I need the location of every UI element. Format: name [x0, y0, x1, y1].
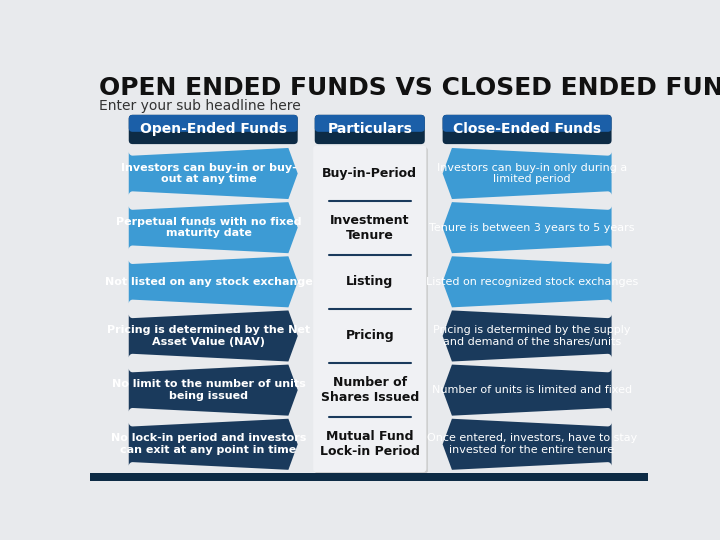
Text: Investment
Tenure: Investment Tenure: [330, 214, 410, 242]
Text: OPEN ENDED FUNDS VS CLOSED ENDED FUNDS: OPEN ENDED FUNDS VS CLOSED ENDED FUNDS: [99, 76, 720, 99]
Polygon shape: [443, 148, 611, 199]
FancyBboxPatch shape: [315, 147, 428, 474]
Text: Mutual Fund
Lock-in Period: Mutual Fund Lock-in Period: [320, 430, 420, 458]
Text: Tenure is between 3 years to 5 years: Tenure is between 3 years to 5 years: [429, 222, 634, 233]
Polygon shape: [129, 202, 297, 253]
Text: Open-Ended Funds: Open-Ended Funds: [140, 123, 287, 137]
FancyBboxPatch shape: [315, 115, 425, 132]
Polygon shape: [129, 364, 297, 416]
FancyBboxPatch shape: [129, 115, 297, 144]
Text: Listing: Listing: [346, 275, 393, 288]
Text: Listed on recognized stock exchanges: Listed on recognized stock exchanges: [426, 277, 638, 287]
Text: Not listed on any stock exchange: Not listed on any stock exchange: [104, 277, 312, 287]
Polygon shape: [129, 148, 297, 199]
FancyBboxPatch shape: [443, 115, 611, 132]
Text: Buy-in-Period: Buy-in-Period: [323, 167, 418, 180]
Polygon shape: [443, 256, 611, 307]
Polygon shape: [129, 310, 297, 361]
FancyBboxPatch shape: [315, 115, 425, 144]
Text: Pricing is determined by the Net
Asset Value (NAV): Pricing is determined by the Net Asset V…: [107, 325, 310, 347]
Text: Pricing is determined by the supply
and demand of the shares/units: Pricing is determined by the supply and …: [433, 325, 631, 347]
Polygon shape: [129, 418, 297, 470]
Text: Enter your sub headline here: Enter your sub headline here: [99, 99, 301, 113]
Text: No lock-in period and investors
can exit at any point in time: No lock-in period and investors can exit…: [111, 434, 306, 455]
Polygon shape: [443, 364, 611, 416]
Text: Close-Ended Funds: Close-Ended Funds: [453, 123, 601, 137]
Polygon shape: [443, 202, 611, 253]
Text: Investors can buy-in only during a
limited period: Investors can buy-in only during a limit…: [436, 163, 627, 184]
Text: No limit to the number of units
being issued: No limit to the number of units being is…: [112, 379, 305, 401]
Text: Number of
Shares Issued: Number of Shares Issued: [320, 376, 419, 404]
Polygon shape: [443, 418, 611, 470]
Text: Perpetual funds with no fixed
maturity date: Perpetual funds with no fixed maturity d…: [116, 217, 302, 239]
Polygon shape: [129, 256, 297, 307]
Text: Once entered, investors, have to stay
invested for the entire tenure: Once entered, investors, have to stay in…: [427, 434, 637, 455]
FancyBboxPatch shape: [129, 115, 297, 132]
Text: Pricing: Pricing: [346, 329, 394, 342]
Bar: [90, 473, 648, 481]
FancyBboxPatch shape: [313, 146, 426, 472]
FancyBboxPatch shape: [443, 115, 611, 144]
Polygon shape: [443, 310, 611, 361]
Text: Investors can buy-in or buy-
out at any time: Investors can buy-in or buy- out at any …: [121, 163, 297, 184]
Text: Particulars: Particulars: [328, 123, 413, 137]
Text: Number of units is limited and fixed: Number of units is limited and fixed: [432, 385, 632, 395]
